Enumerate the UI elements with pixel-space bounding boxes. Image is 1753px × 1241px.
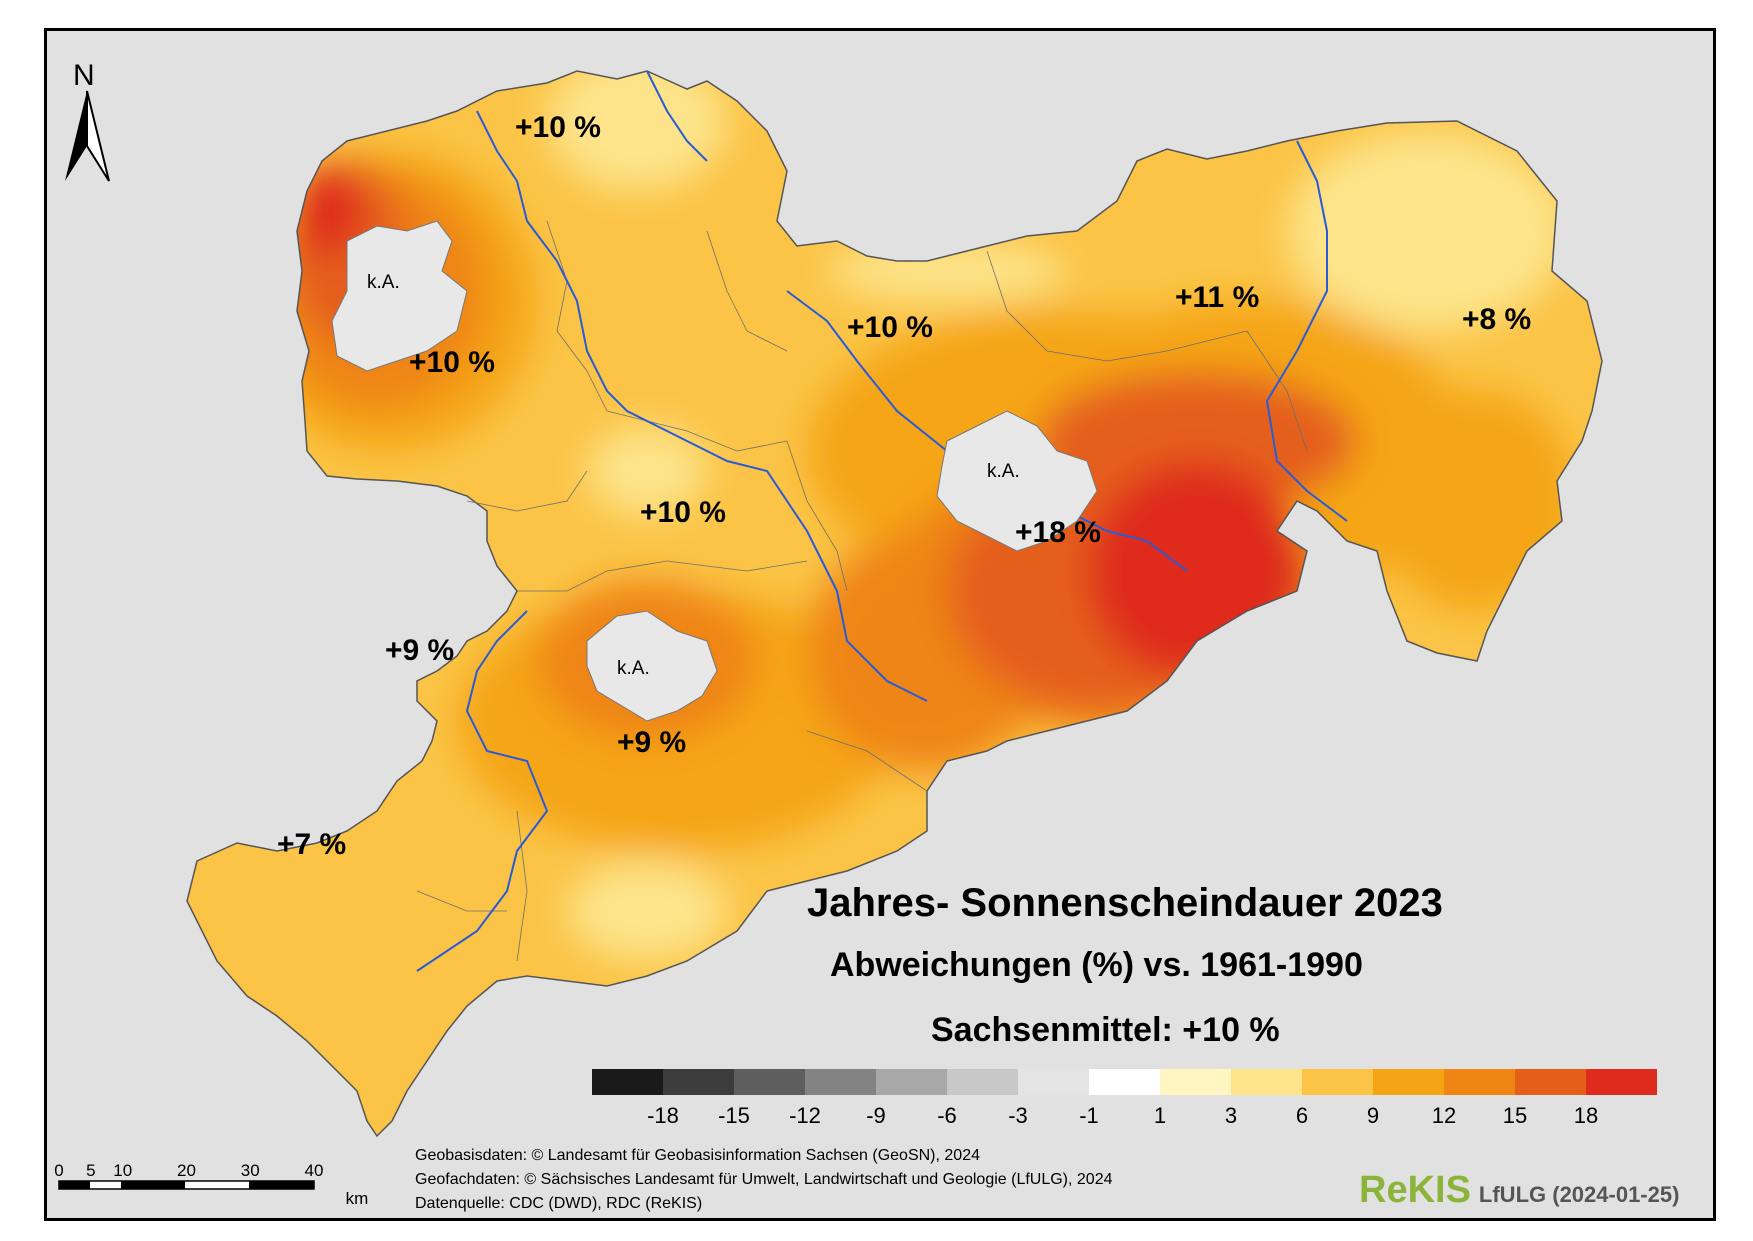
legend-swatch (734, 1069, 805, 1095)
legend-ticks: -18 -15 -12 -9 -6 -3 -1 1 3 6 9 12 15 18 (592, 1103, 1658, 1133)
credit-line: Geofachdaten: © Sächsisches Landesamt fü… (415, 1171, 1113, 1188)
scale-label: 5 (86, 1161, 96, 1180)
legend-tick-label: 12 (1431, 1103, 1457, 1128)
legend-tick-label: -3 (1008, 1103, 1028, 1128)
rekis-logo: ReKIS LfULG (2024-01-25) (1359, 1169, 1679, 1212)
legend-swatch (1444, 1069, 1515, 1095)
legend-swatch (1586, 1069, 1657, 1095)
legend-tick-label: -12 (789, 1103, 821, 1128)
legend-swatch (805, 1069, 876, 1095)
region-label: +7 % (277, 828, 347, 861)
scale-unit: km (345, 1189, 369, 1208)
north-arrow-icon (65, 90, 110, 182)
legend-swatch (1302, 1069, 1373, 1095)
region-label: +9 % (385, 634, 455, 667)
credit-line: Geobasisdaten: © Landesamt für Geobasisi… (415, 1147, 980, 1164)
logo-text: ReKIS (1359, 1169, 1471, 1211)
legend-swatch (947, 1069, 1018, 1095)
color-legend (592, 1069, 1657, 1095)
scale-bar-icon (58, 1180, 315, 1190)
region-label: +8 % (1462, 303, 1532, 336)
legend-swatch (1089, 1069, 1160, 1095)
region-label: +10 % (409, 346, 495, 379)
legend-swatch (876, 1069, 947, 1095)
legend-swatch (1018, 1069, 1089, 1095)
no-data-label: k.A. (987, 461, 1020, 482)
scale-label: 30 (240, 1161, 260, 1180)
credit-line: Datenquelle: CDC (DWD), RDC (ReKIS) (415, 1195, 703, 1212)
no-data-label: k.A. (617, 658, 650, 679)
scale-label: 10 (113, 1161, 133, 1180)
region-label: +18 % (1015, 516, 1101, 549)
scale-label: 20 (177, 1161, 196, 1180)
legend-swatch (663, 1069, 734, 1095)
saxony-map (58, 70, 1603, 1190)
legend-tick-label: 6 (1295, 1103, 1309, 1128)
legend-tick-label: -18 (647, 1103, 679, 1128)
legend-tick-label: -6 (937, 1103, 957, 1128)
scale-label: 0 (54, 1161, 64, 1180)
region-label: +9 % (617, 726, 687, 759)
scale-label: 40 (304, 1161, 324, 1180)
map-frame: N +10 % +10 % +10 % +11 % +8 % +10 % +18… (44, 28, 1716, 1221)
legend-tick-label: 18 (1573, 1103, 1599, 1128)
map-title: Jahres- Sonnenscheindauer 2023 (807, 881, 1443, 925)
legend-swatch (1160, 1069, 1231, 1095)
region-label: +10 % (847, 311, 933, 344)
legend-tick-label: -1 (1079, 1103, 1099, 1128)
legend-tick-label: 9 (1366, 1103, 1380, 1128)
legend-tick-label: -15 (718, 1103, 750, 1128)
legend-tick-label: 1 (1153, 1103, 1167, 1128)
legend-tick-label: 3 (1224, 1103, 1238, 1128)
no-data-label: k.A. (367, 272, 400, 293)
north-label: N (73, 59, 95, 92)
credits: Geobasisdaten: © Landesamt für Geobasisi… (415, 1144, 1113, 1216)
logo-org: LfULG (2024-01-25) (1478, 1182, 1680, 1207)
region-label: +11 % (1175, 281, 1260, 314)
map-subtitle: Abweichungen (%) vs. 1961-1990 (830, 946, 1363, 984)
legend-tick-label: 15 (1502, 1103, 1528, 1128)
state-mean: Sachsenmittel: +10 % (931, 1011, 1280, 1049)
legend-tick-label: -9 (866, 1103, 886, 1128)
legend-swatch (1231, 1069, 1302, 1095)
legend-swatch (1515, 1069, 1586, 1095)
legend-swatch (592, 1069, 663, 1095)
region-label: +10 % (515, 111, 601, 144)
legend-swatch (1373, 1069, 1444, 1095)
region-label: +10 % (640, 496, 726, 529)
